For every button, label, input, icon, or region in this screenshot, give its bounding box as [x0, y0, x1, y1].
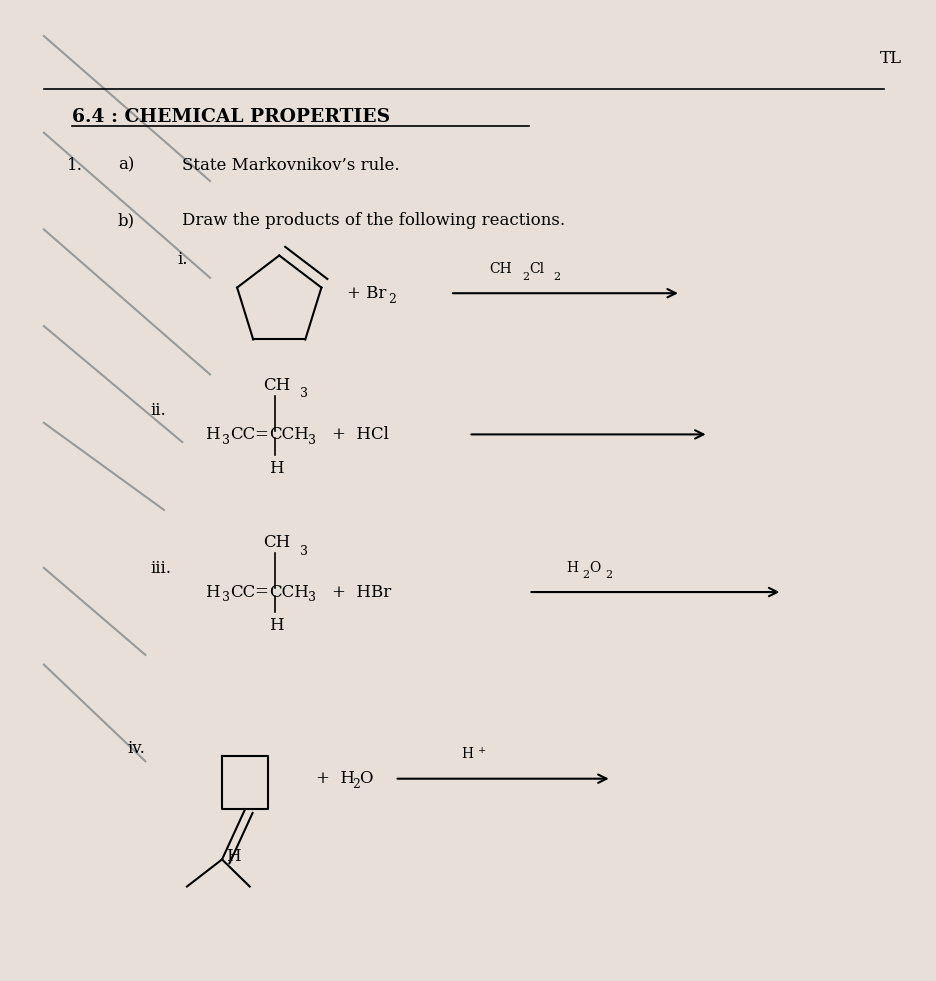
Text: 3: 3 [300, 387, 307, 399]
Text: O: O [359, 770, 373, 787]
Text: H: H [269, 617, 284, 634]
Text: 3: 3 [308, 592, 315, 604]
Text: 1.: 1. [66, 157, 82, 174]
Text: iii.: iii. [150, 560, 171, 577]
Text: b): b) [118, 212, 135, 229]
Text: 2: 2 [352, 778, 359, 791]
Text: State Markovnikov’s rule.: State Markovnikov’s rule. [183, 157, 400, 174]
Text: TL: TL [880, 50, 901, 68]
Text: Cl: Cl [529, 262, 544, 276]
Text: 2: 2 [521, 272, 529, 282]
Text: H: H [205, 584, 220, 600]
Text: 3: 3 [300, 545, 307, 558]
Text: O: O [589, 560, 600, 575]
Text: ii.: ii. [150, 401, 166, 419]
Text: H: H [226, 849, 241, 865]
Text: CCH: CCH [269, 426, 309, 442]
Text: CC: CC [230, 426, 256, 442]
Text: =: = [254, 426, 268, 442]
Text: +  HCl: + HCl [331, 426, 388, 442]
Text: =: = [254, 584, 268, 600]
Text: H: H [269, 459, 284, 477]
Text: CH: CH [263, 535, 290, 551]
Text: H: H [461, 748, 473, 761]
Text: a): a) [118, 157, 134, 174]
Text: CH: CH [263, 377, 290, 393]
Text: CCH: CCH [269, 584, 309, 600]
Text: iv.: iv. [126, 740, 145, 757]
Text: +: + [477, 747, 486, 755]
Text: 2: 2 [388, 292, 396, 305]
Text: 2: 2 [553, 272, 560, 282]
Text: +  H: + H [315, 770, 355, 787]
Text: Draw the products of the following reactions.: Draw the products of the following react… [183, 212, 564, 229]
Text: 2: 2 [581, 570, 589, 581]
Text: + Br: + Br [346, 284, 386, 302]
Text: CH: CH [489, 262, 511, 276]
Text: 6.4 : CHEMICAL PROPERTIES: 6.4 : CHEMICAL PROPERTIES [71, 109, 389, 127]
Text: 3: 3 [222, 434, 229, 446]
Text: i.: i. [178, 251, 188, 268]
Text: CC: CC [230, 584, 256, 600]
Text: 3: 3 [308, 434, 315, 446]
Text: 2: 2 [605, 570, 611, 581]
Text: H: H [565, 560, 578, 575]
Text: H: H [205, 426, 220, 442]
Text: +  HBr: + HBr [331, 584, 390, 600]
Text: 3: 3 [222, 592, 229, 604]
